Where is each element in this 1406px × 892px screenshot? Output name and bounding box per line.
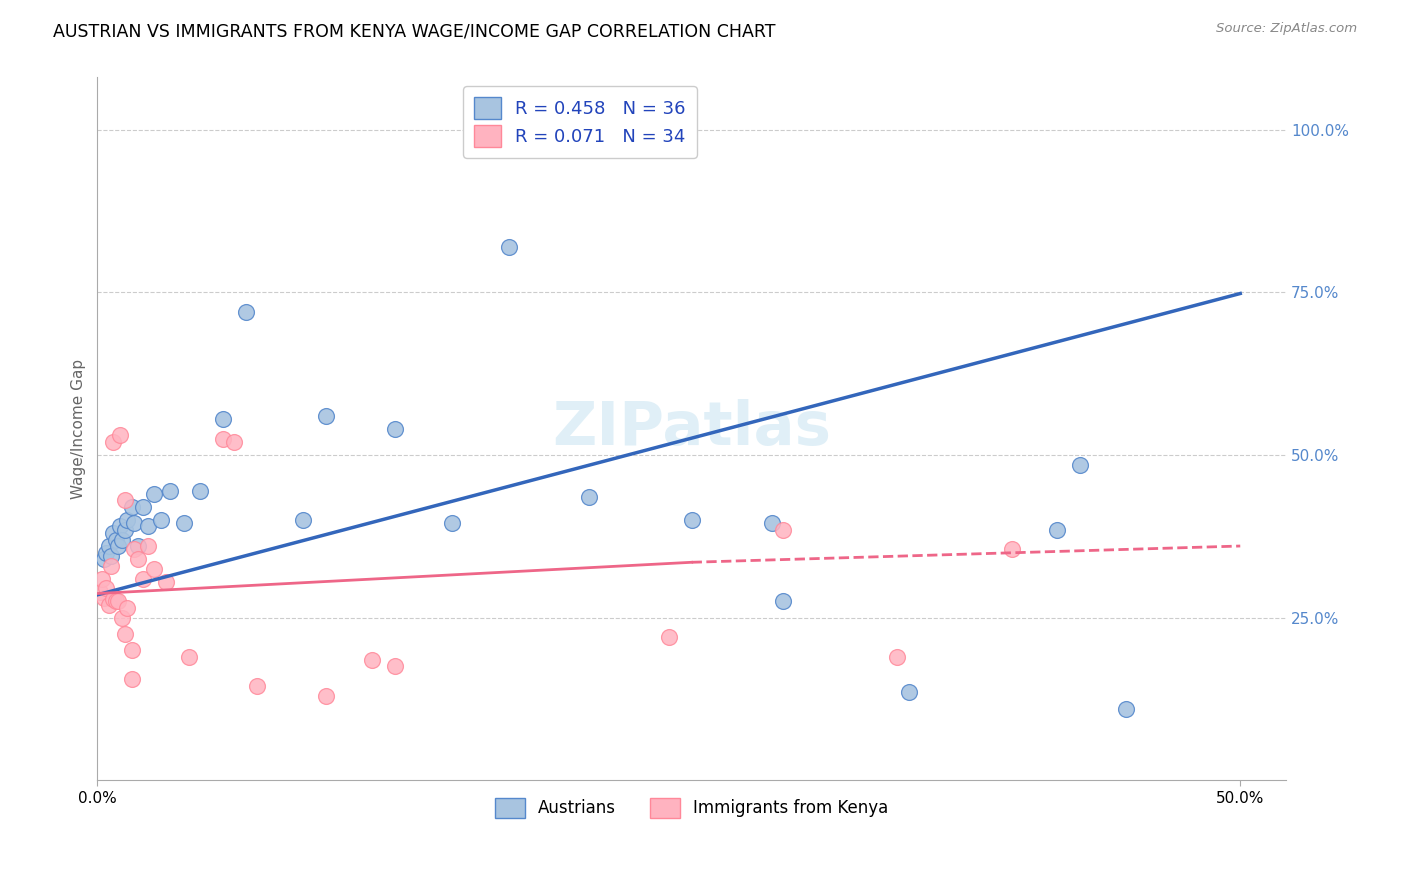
Point bbox=[115, 600, 138, 615]
Point bbox=[108, 519, 131, 533]
Point bbox=[128, 552, 150, 566]
Point bbox=[1069, 458, 1091, 472]
Point bbox=[897, 685, 920, 699]
Point bbox=[121, 673, 143, 687]
Point bbox=[93, 591, 115, 605]
Point bbox=[772, 523, 794, 537]
Point bbox=[96, 545, 118, 559]
Text: ZIPatlas: ZIPatlas bbox=[553, 400, 831, 458]
Point bbox=[103, 526, 125, 541]
Point bbox=[128, 539, 150, 553]
Point bbox=[578, 490, 600, 504]
Point bbox=[136, 519, 159, 533]
Point bbox=[136, 539, 159, 553]
Point bbox=[96, 582, 118, 596]
Point bbox=[761, 516, 783, 531]
Point bbox=[107, 594, 129, 608]
Point bbox=[384, 422, 406, 436]
Point bbox=[114, 627, 136, 641]
Point bbox=[498, 240, 520, 254]
Point bbox=[212, 412, 235, 426]
Point bbox=[1001, 542, 1024, 557]
Point bbox=[315, 689, 337, 703]
Point bbox=[212, 432, 235, 446]
Point bbox=[108, 428, 131, 442]
Point bbox=[97, 539, 120, 553]
Point bbox=[155, 574, 177, 589]
Point bbox=[100, 558, 122, 573]
Point bbox=[150, 513, 173, 527]
Point bbox=[111, 610, 134, 624]
Point bbox=[89, 584, 111, 599]
Point bbox=[132, 572, 155, 586]
Point bbox=[1115, 702, 1137, 716]
Point bbox=[114, 493, 136, 508]
Point bbox=[121, 500, 143, 514]
Text: AUSTRIAN VS IMMIGRANTS FROM KENYA WAGE/INCOME GAP CORRELATION CHART: AUSTRIAN VS IMMIGRANTS FROM KENYA WAGE/I… bbox=[53, 22, 776, 40]
Point bbox=[132, 500, 155, 514]
Point bbox=[177, 649, 200, 664]
Point bbox=[93, 552, 115, 566]
Point bbox=[104, 594, 127, 608]
Point bbox=[246, 679, 269, 693]
Point bbox=[143, 562, 166, 576]
Point bbox=[97, 598, 120, 612]
Point bbox=[122, 542, 145, 557]
Point bbox=[440, 516, 463, 531]
Point bbox=[173, 516, 195, 531]
Point bbox=[681, 513, 703, 527]
Point bbox=[658, 630, 681, 644]
Point bbox=[292, 513, 315, 527]
Point bbox=[384, 659, 406, 673]
Point bbox=[103, 592, 125, 607]
Point bbox=[159, 483, 181, 498]
Point bbox=[315, 409, 337, 423]
Point bbox=[886, 649, 908, 664]
Point bbox=[104, 533, 127, 547]
Point bbox=[114, 523, 136, 537]
Point bbox=[111, 533, 134, 547]
Point bbox=[103, 434, 125, 449]
Point bbox=[772, 594, 794, 608]
Point bbox=[90, 572, 112, 586]
Point bbox=[107, 539, 129, 553]
Point bbox=[100, 549, 122, 563]
Point bbox=[115, 513, 138, 527]
Point bbox=[122, 516, 145, 531]
Point bbox=[235, 304, 257, 318]
Point bbox=[224, 434, 246, 449]
Point bbox=[121, 643, 143, 657]
Point bbox=[143, 487, 166, 501]
Text: Source: ZipAtlas.com: Source: ZipAtlas.com bbox=[1216, 22, 1357, 36]
Y-axis label: Wage/Income Gap: Wage/Income Gap bbox=[72, 359, 86, 499]
Point bbox=[188, 483, 211, 498]
Point bbox=[1046, 523, 1069, 537]
Point bbox=[360, 653, 382, 667]
Legend: Austrians, Immigrants from Kenya: Austrians, Immigrants from Kenya bbox=[488, 791, 896, 825]
